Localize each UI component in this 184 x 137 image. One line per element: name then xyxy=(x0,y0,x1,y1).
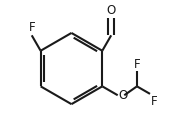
Text: F: F xyxy=(28,21,35,34)
Text: O: O xyxy=(107,4,116,17)
Text: O: O xyxy=(118,89,128,102)
Text: F: F xyxy=(151,95,157,108)
Text: F: F xyxy=(134,58,140,71)
